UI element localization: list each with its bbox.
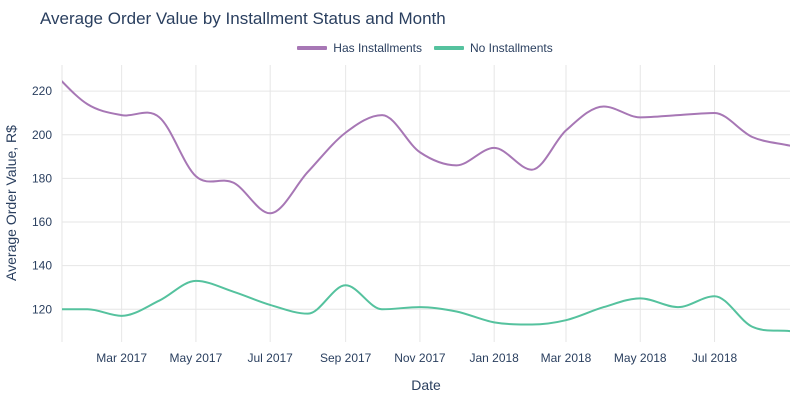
y-tick-label: 200 xyxy=(32,128,52,142)
x-tick-label: Jul 2017 xyxy=(247,351,293,365)
series-line-has-installments[interactable] xyxy=(50,69,790,215)
x-tick-label: Mar 2017 xyxy=(96,351,147,365)
y-tick-label: 160 xyxy=(32,215,52,229)
y-axis-ticks: 120 140 160 180 200 220 xyxy=(32,84,52,316)
legend-swatch-has-installments xyxy=(297,46,328,50)
x-axis-ticks: Mar 2017 May 2017 Jul 2017 Sep 2017 Nov 2017… xyxy=(96,351,737,365)
x-tick-label: May 2018 xyxy=(614,351,667,365)
legend-label-has-installments: Has Installments xyxy=(333,41,422,55)
x-tick-label: Jan 2018 xyxy=(469,351,519,365)
x-tick-label: Nov 2017 xyxy=(394,351,446,365)
series-line-no-installments[interactable] xyxy=(50,279,790,333)
x-tick-label: May 2017 xyxy=(170,351,223,365)
legend-label-no-installments: No Installments xyxy=(470,41,553,55)
x-tick-label: Sep 2017 xyxy=(320,351,372,365)
y-tick-label: 220 xyxy=(32,84,52,98)
chart-title: Average Order Value by Installment Statu… xyxy=(40,9,446,28)
x-axis-title: Date xyxy=(411,377,441,393)
gridlines xyxy=(61,65,790,342)
y-tick-label: 120 xyxy=(32,302,52,316)
legend-swatch-no-installments xyxy=(434,46,464,50)
x-tick-label: Mar 2018 xyxy=(541,351,592,365)
legend: Has Installments No Installments xyxy=(0,40,800,56)
legend-item-has-installments[interactable]: Has Installments xyxy=(297,41,422,55)
legend-item-no-installments[interactable]: No Installments xyxy=(434,41,553,55)
y-tick-label: 180 xyxy=(32,171,52,185)
series-lines xyxy=(50,69,790,333)
y-axis-title: Average Order Value, R$ xyxy=(3,125,19,281)
x-tick-label: Jul 2018 xyxy=(692,351,738,365)
y-tick-label: 140 xyxy=(32,259,52,273)
